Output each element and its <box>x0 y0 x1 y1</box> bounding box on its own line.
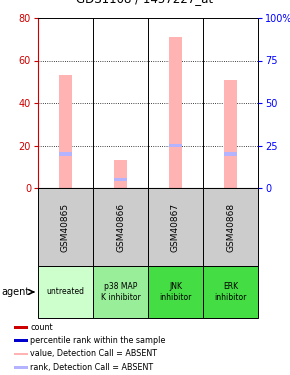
Text: count: count <box>30 323 53 332</box>
Text: GSM40866: GSM40866 <box>116 202 125 252</box>
Bar <box>224 152 238 156</box>
Bar <box>168 37 182 188</box>
Bar <box>93 266 148 318</box>
Bar <box>59 75 72 188</box>
Bar <box>203 266 258 318</box>
Bar <box>114 178 127 181</box>
Text: GSM40868: GSM40868 <box>226 202 235 252</box>
Bar <box>14 326 28 329</box>
Bar <box>203 188 258 266</box>
Text: GDS1108 / 1457227_at: GDS1108 / 1457227_at <box>77 0 213 5</box>
Text: percentile rank within the sample: percentile rank within the sample <box>30 336 166 345</box>
Text: JNK
inhibitor: JNK inhibitor <box>159 282 192 302</box>
Text: p38 MAP
K inhibitor: p38 MAP K inhibitor <box>101 282 140 302</box>
Text: value, Detection Call = ABSENT: value, Detection Call = ABSENT <box>30 350 157 358</box>
Text: rank, Detection Call = ABSENT: rank, Detection Call = ABSENT <box>30 363 153 372</box>
Bar <box>148 188 203 266</box>
Text: agent: agent <box>1 287 30 297</box>
Bar <box>59 152 72 156</box>
Text: GSM40867: GSM40867 <box>171 202 180 252</box>
Bar <box>93 188 148 266</box>
Text: GSM40865: GSM40865 <box>61 202 70 252</box>
Bar <box>14 353 28 356</box>
Bar <box>14 339 28 342</box>
Text: untreated: untreated <box>46 288 84 297</box>
Bar <box>224 80 238 188</box>
Bar <box>38 188 93 266</box>
Bar <box>148 266 203 318</box>
Bar <box>168 144 182 147</box>
Bar <box>14 366 28 369</box>
Bar <box>114 160 127 188</box>
Text: ERK
inhibitor: ERK inhibitor <box>214 282 247 302</box>
Bar <box>38 266 93 318</box>
